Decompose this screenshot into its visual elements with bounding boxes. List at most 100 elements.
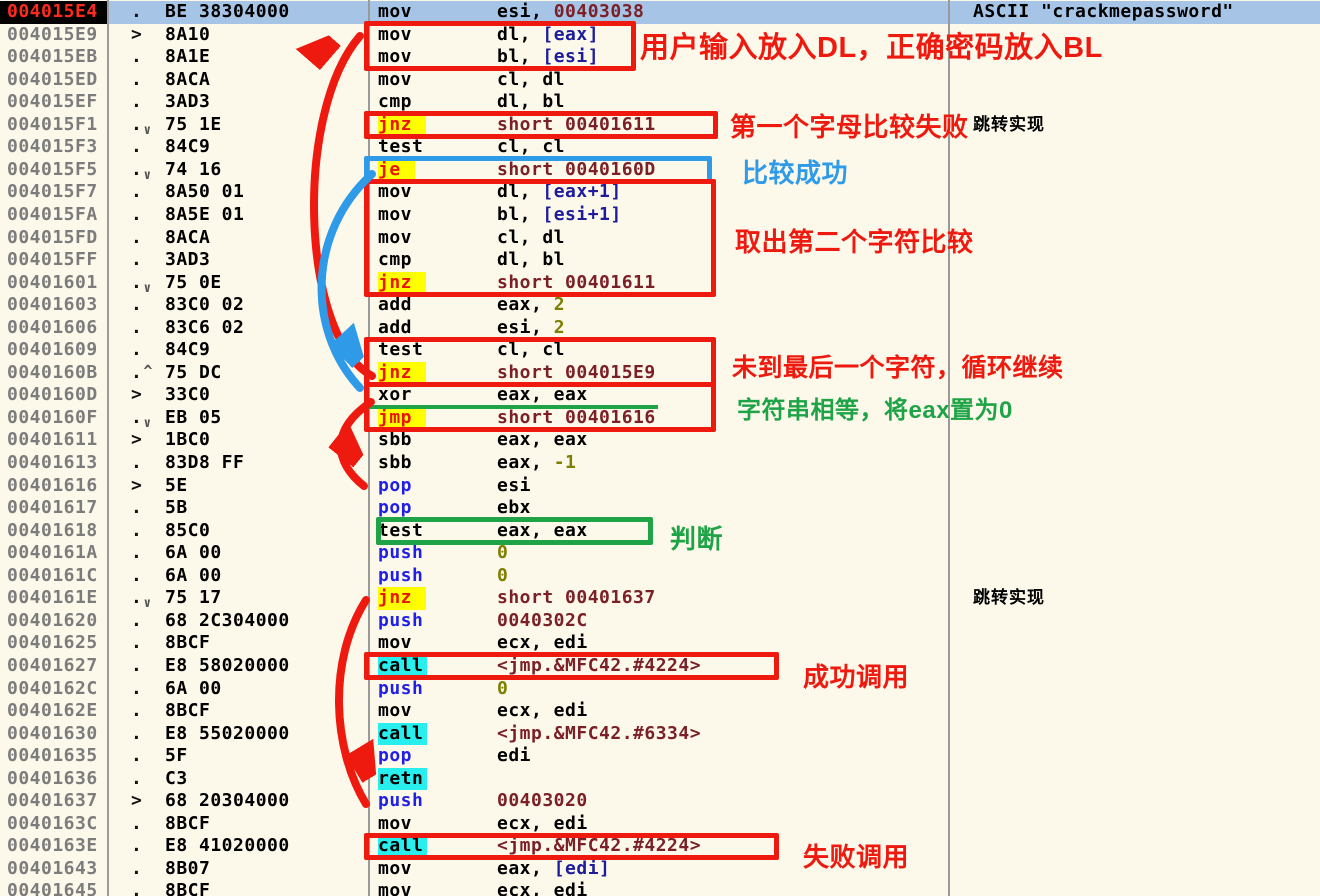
operand-segment: 2 [553, 294, 566, 316]
hex-bytes-cell: 3AD3 [165, 91, 211, 113]
mnemonic-cell: mov [378, 68, 413, 90]
hex-bytes-cell: 8BCF [165, 632, 211, 654]
operands-cell: eax, 2 [497, 294, 565, 317]
selected-address-highlight [0, 1, 107, 24]
operands-cell: ecx, edi [497, 813, 588, 836]
flow-marker: .^ [131, 361, 153, 383]
disasm-row[interactable]: 004015EB. 8A1E mov bl, [esi] [0, 46, 1320, 69]
disasm-row[interactable]: 00401611 >1BC0 sbb eax, eax [0, 429, 1320, 452]
flow-marker: . [131, 497, 143, 519]
flow-marker: . [131, 857, 143, 879]
address-cell: 00401606 [7, 316, 98, 338]
disasm-row[interactable]: 00401627. E8 58020000 call <jmp.&MFC42.#422… [0, 654, 1320, 678]
disasm-row[interactable]: 004015ED. 8ACA mov cl, dl [0, 69, 1320, 92]
mnemonic-cell: cmp [378, 91, 413, 113]
flow-marker: > [131, 474, 143, 496]
disasm-row[interactable]: 00401645. 8BCF mov ecx, edi [0, 880, 1320, 896]
address-cell: 004015FD [7, 226, 98, 248]
disasm-row[interactable]: 004015FA. 8A5E 01 mov bl, [esi+1] [0, 204, 1320, 227]
disasm-row[interactable]: 004015E9 >8A10 mov dl, [eax] [0, 24, 1320, 47]
disasm-row[interactable]: 004015FD. 8ACA mov cl, dl [0, 227, 1320, 250]
disasm-row[interactable]: 00401603. 83C0 02 add eax, 2 [0, 294, 1320, 317]
operands-cell: <jmp.&MFC42.#6334> [497, 723, 701, 746]
disasm-row[interactable]: 00401636. C3 retn [0, 767, 1320, 791]
disasm-row[interactable]: 004015F7. 8A50 01 mov dl, [eax+1] [0, 181, 1320, 204]
disasm-row[interactable]: 0040160F .∨ EB 05 jmp short 00401616 [0, 406, 1320, 431]
operands-cell: <jmp.&MFC42.#4224> [497, 835, 701, 858]
operand-segment: ecx, edi [497, 632, 588, 654]
address-cell: 0040163E [7, 835, 98, 857]
hex-bytes-cell: 33C0 [165, 384, 211, 406]
disasm-row[interactable]: 004015E4. BE 38304000 mov esi, 00403038 ASCI… [0, 1, 1320, 24]
disasm-row[interactable]: 00401618. 85C0 test eax, eax [0, 520, 1320, 543]
comment-cell: ASCII "crackmepassword" [973, 1, 1234, 22]
mnemonic-cell: mov [378, 857, 413, 879]
disasm-row[interactable]: 00401609. 84C9 test cl, cl [0, 339, 1320, 362]
disasm-row[interactable]: 004015F1 .∨ 75 1E jnz short 00401611 跳转实现 [0, 113, 1320, 138]
operand-segment: [eax+1] [542, 181, 622, 203]
disasm-row[interactable]: 0040160B .^ 75 DC jnz short 004015E9 [0, 361, 1320, 385]
flow-marker: .∨ [131, 113, 152, 138]
disasm-row[interactable]: 00401620. 68 2C304000 push 0040302C [0, 610, 1320, 633]
disasm-row[interactable]: 00401643. 8B07 mov eax, [edi] [0, 858, 1320, 881]
address-cell: 00401630 [7, 722, 98, 744]
mnemonic-cell: jnz [378, 587, 427, 610]
mnemonic-cell: push [378, 564, 424, 586]
address-cell: 00401625 [7, 632, 98, 654]
column-divider [368, 0, 370, 896]
mnemonic-cell: test [378, 136, 424, 158]
disasm-row[interactable]: 0040160D >33C0 xor eax, eax [0, 384, 1320, 407]
operand-segment: <jmp.&MFC42.#4224> [497, 835, 702, 857]
operands-cell: 0 [497, 542, 508, 565]
address-cell: 004015FA [7, 203, 98, 225]
disasm-row[interactable]: 004015F5 .∨ 74 16 je short 0040160D [0, 158, 1320, 183]
disasm-row[interactable]: 00401635. 5F pop edi [0, 745, 1320, 768]
hex-bytes-cell: 83C6 02 [165, 316, 245, 338]
disasm-row[interactable]: 00401617. 5B pop ebx [0, 497, 1320, 520]
disasm-row[interactable]: 004015F3. 84C9 test cl, cl [0, 136, 1320, 159]
disasm-row[interactable]: 00401630. E8 55020000 call <jmp.&MFC42.#633… [0, 722, 1320, 746]
disasm-row[interactable]: 0040161E .∨ 75 17 jnz short 00401637 跳转实现 [0, 587, 1320, 611]
disasm-row[interactable]: 0040163C. 8BCF mov ecx, edi [0, 813, 1320, 836]
flow-marker: . [131, 700, 143, 722]
comment-cell: 跳转实现 [973, 114, 1045, 134]
mnemonic-cell: pop [378, 497, 413, 519]
operand-segment: 00403038 [553, 1, 645, 22]
mnemonic-cell: add [378, 294, 413, 316]
mnemonic-cell: sbb [378, 429, 413, 451]
operand-segment: cl, cl [497, 339, 566, 361]
flow-marker: . [131, 564, 143, 586]
hex-bytes-cell: 68 2C304000 [165, 609, 290, 631]
operands-cell: eax, eax [497, 520, 588, 543]
disasm-row[interactable]: 0040161A. 6A 00 push 0 [0, 542, 1320, 565]
disasm-row[interactable]: 0040161C. 6A 00 push 0 [0, 565, 1320, 588]
disasm-row[interactable]: 00401606. 83C6 02 add esi, 2 [0, 317, 1320, 340]
disasm-row[interactable]: 00401625. 8BCF mov ecx, edi [0, 632, 1320, 655]
disasm-row[interactable]: 004015FF. 3AD3 cmp dl, bl [0, 249, 1320, 272]
flow-marker: . [131, 181, 143, 203]
mnemonic-cell: mov [378, 632, 413, 654]
hex-bytes-cell: 5B [165, 497, 188, 519]
address-cell: 004015F7 [7, 181, 98, 203]
operand-segment: short 004015E9 [497, 361, 656, 383]
operand-segment: ecx, edi [497, 812, 588, 834]
disasm-row[interactable]: 0040162C. 6A 00 push 0 [0, 678, 1320, 701]
disasm-row[interactable]: 004015EF. 3AD3 cmp dl, bl [0, 91, 1320, 114]
disasm-row[interactable]: 00401637 >68 20304000 push 00403020 [0, 790, 1320, 813]
mnemonic-cell: call [378, 654, 428, 678]
hex-bytes-cell: 83C0 02 [165, 294, 245, 316]
flow-marker: . [131, 316, 143, 338]
mnemonic-cell: add [378, 316, 413, 338]
operands-cell: dl, [eax] [497, 24, 599, 47]
disasm-row[interactable]: 00401613. 83D8 FF sbb eax, -1 [0, 452, 1320, 475]
hex-bytes-cell: BE 38304000 [165, 1, 290, 22]
disasm-row[interactable]: 00401601 .∨ 75 0E jnz short 00401611 [0, 271, 1320, 296]
disasm-row[interactable]: 0040162E. 8BCF mov ecx, edi [0, 700, 1320, 723]
disasm-row[interactable]: 0040163E. E8 41020000 call <jmp.&MFC42.#422… [0, 835, 1320, 858]
operands-cell: edi [497, 745, 531, 768]
address-cell: 00401616 [7, 474, 98, 496]
address-cell: 004015ED [7, 68, 98, 90]
operand-segment: esi, [497, 316, 554, 338]
disasm-row[interactable]: 00401616 >5E pop esi [0, 475, 1320, 498]
operands-cell: cl, cl [497, 339, 565, 362]
